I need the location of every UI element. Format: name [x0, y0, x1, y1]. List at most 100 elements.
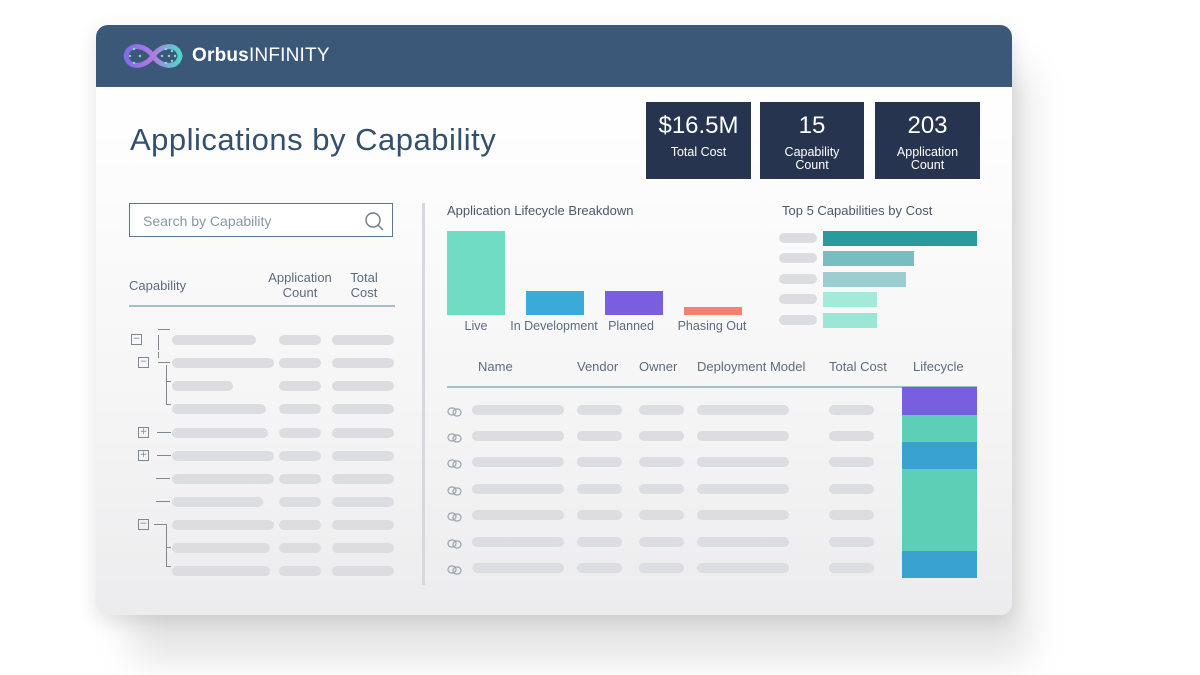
- tree-connector: [166, 365, 167, 405]
- total-cost-placeholder: [332, 404, 394, 414]
- capability-name-placeholder: [172, 566, 270, 576]
- tree-connector: [166, 404, 171, 405]
- expand-icon[interactable]: +: [138, 427, 149, 438]
- app-count-placeholder: [279, 404, 321, 414]
- capability-name-placeholder: [172, 335, 256, 345]
- capability-name-placeholder: [172, 358, 274, 368]
- tree-connector: [156, 478, 170, 479]
- panel-divider: [422, 203, 425, 585]
- total-cost-placeholder: [829, 457, 874, 467]
- lifecycle-bar-label: Live: [464, 319, 488, 333]
- column-header-total-cost[interactable]: Total Cost: [829, 359, 887, 374]
- collapse-icon[interactable]: −: [138, 357, 149, 368]
- deployment-placeholder: [697, 510, 789, 520]
- lifecycle-cell: [902, 523, 977, 551]
- lifecycle-bar-label: Phasing Out: [677, 319, 747, 333]
- deployment-placeholder: [697, 484, 789, 494]
- vendor-placeholder: [577, 405, 622, 415]
- capability-name-placeholder: [779, 294, 817, 304]
- owner-placeholder: [639, 563, 684, 573]
- column-header-capability[interactable]: Capability: [129, 278, 187, 293]
- total-cost-placeholder: [829, 484, 874, 494]
- column-header-name[interactable]: Name: [478, 359, 513, 374]
- link-icon[interactable]: [447, 430, 463, 443]
- owner-placeholder: [639, 510, 684, 520]
- link-icon[interactable]: [447, 483, 463, 496]
- total-cost-placeholder: [829, 405, 874, 415]
- top5-bar: [823, 272, 907, 287]
- deployment-placeholder: [697, 457, 789, 467]
- capability-name-placeholder: [172, 497, 263, 507]
- name-placeholder: [472, 405, 564, 415]
- deployment-placeholder: [697, 405, 789, 415]
- vendor-placeholder: [577, 484, 622, 494]
- column-header-vendor[interactable]: Vendor: [577, 359, 619, 374]
- top5-bar: [823, 292, 877, 307]
- app-count-placeholder: [279, 566, 321, 576]
- app-count-placeholder: [279, 428, 321, 438]
- kpi-label: Capability Count: [784, 145, 840, 172]
- capability-name-placeholder: [779, 315, 817, 325]
- app-count-placeholder: [279, 451, 321, 461]
- lifecycle-bar: [684, 307, 742, 315]
- search-input[interactable]: Search by Capability: [129, 203, 393, 237]
- page-title: Applications by Capability: [130, 122, 497, 157]
- total-cost-placeholder: [829, 510, 874, 520]
- brand-name-light: INFINITY: [248, 45, 330, 66]
- total-cost-placeholder: [332, 451, 394, 461]
- column-header-lifecycle[interactable]: Lifecycle: [913, 359, 964, 374]
- lifecycle-bar: [447, 231, 505, 315]
- tree-connector: [166, 381, 171, 382]
- owner-placeholder: [639, 431, 684, 441]
- owner-placeholder: [639, 537, 684, 547]
- lifecycle-cell: [902, 469, 977, 496]
- link-icon[interactable]: [447, 456, 463, 469]
- tree-connector: [157, 455, 171, 456]
- column-header-deployment-model[interactable]: Deployment Model: [697, 359, 806, 374]
- tree-connector: [158, 329, 170, 330]
- vendor-placeholder: [577, 431, 622, 441]
- search-icon[interactable]: [364, 211, 384, 231]
- collapse-icon[interactable]: −: [131, 334, 142, 345]
- app-count-placeholder: [279, 543, 321, 553]
- kpi-value: 15: [798, 112, 826, 139]
- link-icon[interactable]: [447, 509, 463, 522]
- owner-placeholder: [639, 484, 684, 494]
- deployment-placeholder: [697, 537, 789, 547]
- total-cost-placeholder: [332, 566, 394, 576]
- lifecycle-bar: [605, 290, 663, 315]
- lifecycle-bar-label: In Development: [510, 319, 598, 333]
- deployment-placeholder: [697, 431, 789, 441]
- top5-bar: [823, 231, 977, 246]
- kpi-total-cost: $16.5M Total Cost: [646, 102, 751, 179]
- name-placeholder: [472, 510, 564, 520]
- expand-icon[interactable]: +: [138, 450, 149, 461]
- lifecycle-bar: [526, 290, 584, 315]
- total-cost-placeholder: [332, 358, 394, 368]
- name-placeholder: [472, 457, 564, 467]
- capability-name-placeholder: [779, 253, 817, 263]
- column-header-application-count[interactable]: Application Count: [268, 270, 332, 300]
- total-cost-placeholder: [829, 537, 874, 547]
- brand-name-bold: Orbus: [192, 45, 249, 66]
- link-icon[interactable]: [447, 404, 463, 417]
- kpi-label: Application Count: [896, 145, 959, 172]
- column-header-owner[interactable]: Owner: [639, 359, 678, 374]
- vendor-placeholder: [577, 510, 622, 520]
- capability-name-placeholder: [172, 428, 268, 438]
- capability-name-placeholder: [172, 451, 274, 461]
- app-count-placeholder: [279, 520, 321, 530]
- link-icon[interactable]: [447, 536, 463, 549]
- kpi-capability-count: 15 Capability Count: [760, 102, 864, 179]
- link-icon[interactable]: [447, 562, 463, 575]
- kpi-value: 203: [907, 112, 948, 139]
- lifecycle-bar-label: Planned: [608, 319, 654, 333]
- kpi-label: Total Cost: [670, 145, 727, 159]
- tree-connector: [157, 432, 171, 433]
- tree-connector: [158, 335, 159, 350]
- column-header-total-cost[interactable]: Total Cost: [350, 270, 378, 300]
- collapse-icon[interactable]: −: [138, 519, 149, 530]
- name-placeholder: [472, 431, 564, 441]
- lifecycle-cell: [902, 442, 977, 469]
- capability-name-placeholder: [172, 520, 274, 530]
